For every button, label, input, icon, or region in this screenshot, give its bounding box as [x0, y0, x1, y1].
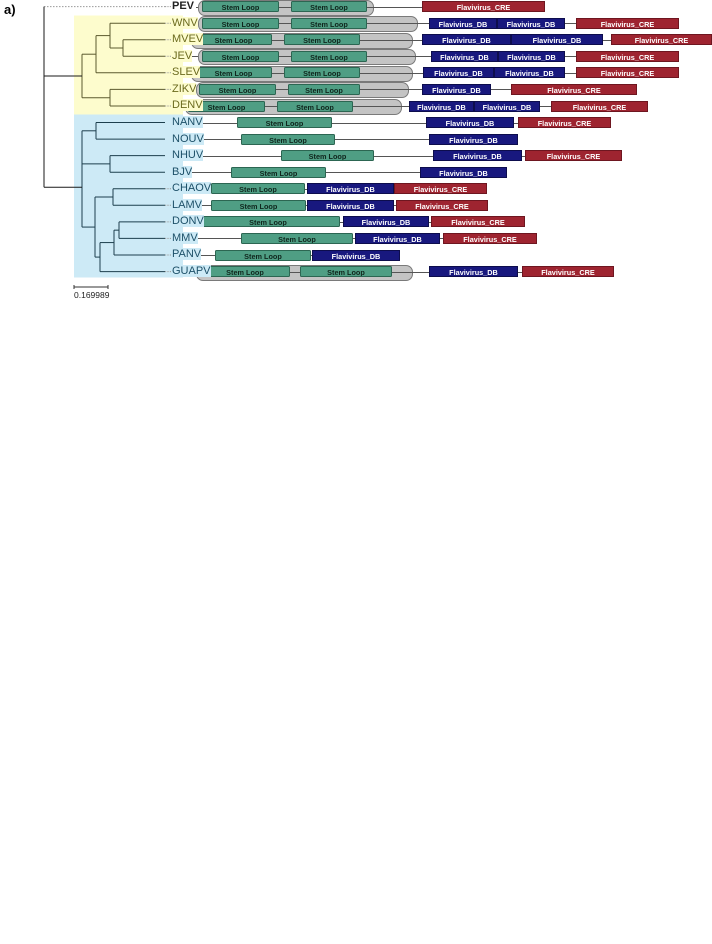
svg-text:0.169989: 0.169989	[74, 290, 110, 300]
